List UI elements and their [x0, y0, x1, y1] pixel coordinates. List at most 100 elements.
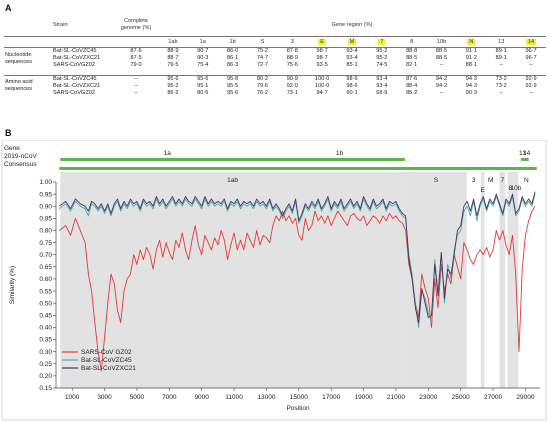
region-value: 94·3 — [456, 74, 487, 83]
table-row: SARS-CoVGZ02 – 86·2 80·5 95·6 76·2 73·1 94·7 90·… — [4, 90, 546, 97]
x-tick-label: 11000 — [225, 394, 243, 401]
region-value: – — [529, 62, 533, 68]
x-tick-label: 13000 — [257, 394, 275, 401]
region-value: 88·5 — [406, 55, 418, 61]
gene-bar-1b — [274, 158, 405, 161]
region-value: 91·1 — [465, 48, 477, 54]
region-N: N — [456, 36, 487, 48]
region-value: 88·8 — [406, 48, 418, 54]
region-shade-7 — [499, 172, 506, 388]
strain-header: Strain — [52, 14, 114, 37]
y-tick-label: 0.75 — [39, 240, 52, 247]
region-value: – — [439, 89, 444, 96]
region-value: 86·3 — [227, 62, 239, 68]
region-S: S — [247, 36, 278, 48]
panel-b-label: B — [5, 128, 12, 138]
region-value: 74·5 — [376, 62, 388, 68]
x-tick-label: 25000 — [452, 394, 470, 401]
similarity-table: Strain Complete genome (%) Gene region (%)… — [4, 14, 546, 97]
y-tick-label: 0.30 — [39, 349, 52, 356]
region-value: 86·2 — [167, 89, 179, 96]
consensus-row-label: Consensus — [4, 161, 37, 168]
region-value: 90·9 — [277, 74, 308, 83]
header-spacer — [114, 36, 158, 48]
region-value: 98·7 — [316, 55, 328, 61]
region-value: 95·1 — [197, 82, 209, 89]
y-tick-label: 0.85 — [39, 216, 52, 223]
genome-value: 87·6 — [130, 48, 142, 54]
strain-name: SARS-CoVGZ02 — [53, 62, 95, 68]
region-value: 86·0 — [227, 48, 239, 54]
figure-frame — [1, 140, 547, 421]
region-value: 86·1 — [227, 55, 239, 61]
legend-label-1: Bat-SL-CoVZC45 — [81, 357, 132, 364]
genome-value: 79·0 — [130, 62, 142, 68]
region-E: E — [307, 36, 338, 48]
region-value: 95·8 — [217, 74, 248, 83]
region-3: 3 — [277, 36, 308, 48]
y-tick-label: 0.20 — [39, 373, 52, 380]
region-value: 85·2 — [406, 89, 418, 96]
region-label-1ab: 1ab — [227, 177, 238, 184]
region-value: 76·2 — [256, 89, 269, 96]
region-value: 73·2 — [495, 82, 507, 89]
virus-row-label: 2019-nCoV — [4, 153, 38, 160]
region-value: 98·6 — [346, 82, 358, 89]
y-tick-label: 0.50 — [39, 300, 52, 307]
series-line-2 — [58, 191, 536, 324]
region-label-3: 3 — [472, 177, 476, 184]
region-value: 98·7 — [316, 48, 328, 54]
region-value: 96·7 — [525, 55, 537, 61]
region-value: 74·7 — [256, 55, 269, 61]
gene-label-14: 14 — [523, 150, 531, 157]
legend-label-0: SARS-CoV GZ02 — [81, 349, 132, 356]
header-spacer — [52, 36, 114, 48]
region-value: 93·4 — [366, 74, 397, 83]
x-tick-label: 5000 — [130, 394, 145, 401]
table-row: SARS-CoVGZ02 79·0 79·5 75·4 86·3 72·7 75·6 93·5… — [4, 62, 546, 69]
table-row: Amino acid sequences Bat-SL-CoVZC45–95·6 9… — [4, 74, 546, 97]
gene-bar-13 — [520, 158, 525, 161]
region-1ab: 1ab — [158, 36, 188, 48]
region-shade-E — [480, 172, 485, 388]
region-value: 89·1 — [495, 48, 507, 54]
region-value: 75·2 — [256, 48, 269, 54]
region-shade-8 — [507, 172, 514, 388]
region-value: 95·2 — [376, 48, 388, 54]
region-value: 94·2 — [426, 74, 457, 83]
region-label-N: N — [524, 177, 529, 184]
region-13: 13 — [486, 36, 517, 48]
region-value: 89·1 — [495, 55, 507, 61]
region-value: 96·7 — [525, 48, 537, 54]
region-value: 73·1 — [286, 89, 298, 96]
region-value: 79·6 — [256, 82, 269, 89]
region-value: 72·7 — [256, 62, 269, 68]
region-value: 100·0 — [307, 74, 338, 83]
genome-value: – — [134, 89, 138, 96]
region-label-8: 8 — [509, 185, 513, 192]
region-value: – — [499, 62, 503, 68]
strain-name: Bat-SL-CoVZC45 — [53, 48, 97, 54]
region-value: 88·9 — [167, 48, 179, 54]
table-row: Bat-SL-CoVZXC21 87·5 88·7 90·3 86·1 74·7 88·9 9… — [4, 55, 546, 62]
region-value: 93·4 — [346, 55, 358, 61]
series-line-1 — [58, 193, 536, 328]
y-tick-label: 0.15 — [39, 385, 52, 392]
region-value: 85·1 — [346, 62, 358, 68]
region-value: 95·5 — [227, 82, 239, 89]
region-value: 73·2 — [486, 74, 517, 83]
legend-label-2: Bat-SL-CoVZXC21 — [81, 365, 136, 372]
region-value: 94·2 — [435, 82, 448, 89]
region-value: 88·1 — [465, 62, 477, 68]
region-label-M: M — [488, 177, 493, 184]
region-label-E: E — [481, 187, 486, 194]
region-value: 91·2 — [465, 55, 477, 61]
region-label-10b: 10b — [511, 185, 522, 192]
consensus-bar — [59, 167, 537, 170]
region-1b: 1b — [217, 36, 248, 48]
region-value: 88·5 — [435, 55, 448, 61]
x-tick-label: 15000 — [290, 394, 308, 401]
region-value: 90·3 — [465, 89, 477, 96]
x-tick-label: 21000 — [387, 394, 405, 401]
sequence-type-label: Nucleotide sequences — [5, 51, 33, 65]
